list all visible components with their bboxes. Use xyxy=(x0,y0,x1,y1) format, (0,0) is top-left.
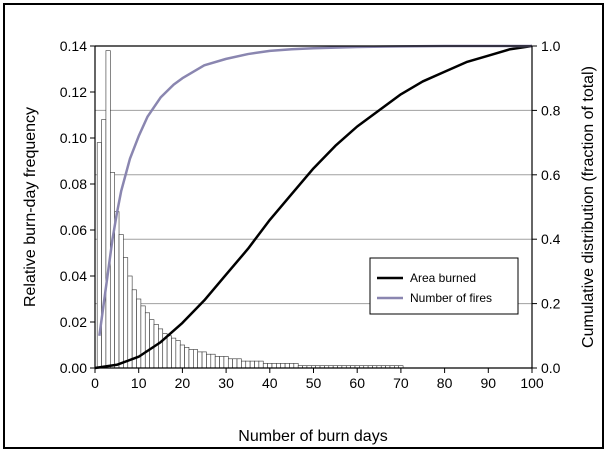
x-tick-label: 50 xyxy=(306,375,322,391)
y-left-tick-label: 0.14 xyxy=(60,38,87,54)
series-line-area-burned xyxy=(94,44,533,370)
histogram-bar xyxy=(184,346,190,369)
histogram-bar xyxy=(131,289,137,369)
x-tick-label: 10 xyxy=(131,375,147,391)
histogram-bar xyxy=(232,358,238,369)
series-line-number-of-fires xyxy=(98,44,532,336)
x-tick-label: 100 xyxy=(520,375,544,391)
x-tick-label: 0 xyxy=(91,375,99,391)
histogram-bar xyxy=(245,360,251,369)
legend: Area burned Number of fires xyxy=(369,257,519,315)
legend-box xyxy=(369,257,519,315)
histogram-bar xyxy=(109,172,115,369)
x-ticks: 0 10 20 30 40 50 60 70 80 90 100 xyxy=(91,368,544,391)
histogram-bar xyxy=(140,305,146,369)
histogram-bar xyxy=(267,363,273,369)
y-right-ticks: 0.0 0.2 0.4 0.6 0.8 1.0 xyxy=(532,38,561,376)
histogram-bar xyxy=(171,337,177,369)
cdf-lines xyxy=(94,44,533,370)
histogram-bar xyxy=(206,353,212,369)
histogram-bar xyxy=(144,312,150,369)
y-left-axis-title: Relative burn-day frequency xyxy=(22,107,39,307)
y-left-tick-label: 0.12 xyxy=(60,84,87,100)
x-tick-label: 30 xyxy=(218,375,234,391)
histogram-bar xyxy=(197,351,203,369)
histogram-bar xyxy=(284,363,290,369)
histogram-bar xyxy=(101,119,107,369)
plot-area xyxy=(95,46,532,368)
y-right-tick-label: 0.8 xyxy=(541,102,561,118)
histogram-bar xyxy=(188,349,194,369)
y-right-tick-label: 0.0 xyxy=(541,360,561,376)
y-left-tick-label: 0.10 xyxy=(60,130,87,146)
y-left-tick-label: 0.08 xyxy=(60,176,87,192)
x-tick-label: 70 xyxy=(393,375,409,391)
histogram-bar xyxy=(249,360,255,369)
histogram-bar xyxy=(114,211,120,369)
histogram-bar xyxy=(201,351,207,369)
histogram-bar xyxy=(280,363,286,369)
histogram-bar xyxy=(223,356,229,369)
y-right-tick-label: 1.0 xyxy=(541,38,561,54)
x-tick-label: 80 xyxy=(437,375,453,391)
histogram-bar xyxy=(262,363,268,369)
histogram-bar xyxy=(123,257,129,369)
y-left-tick-label: 0.00 xyxy=(60,360,87,376)
x-axis-title: Number of burn days xyxy=(238,428,387,445)
histogram-bar xyxy=(254,360,260,369)
histogram-bar xyxy=(289,363,295,369)
y-right-axis-title: Cumulative distribution (fraction of tot… xyxy=(580,66,597,348)
y-right-tick-label: 0.4 xyxy=(541,231,561,247)
histogram-bar xyxy=(227,358,233,369)
histogram-bar xyxy=(214,356,220,369)
histogram-bar xyxy=(158,328,164,369)
histogram-bar xyxy=(118,234,124,369)
y-left-ticks: 0.00 0.02 0.04 0.06 0.08 0.10 0.12 0.14 xyxy=(60,38,95,376)
histogram-bar xyxy=(241,360,247,369)
histogram-bar xyxy=(293,363,299,369)
histogram-bar xyxy=(193,349,198,369)
y-left-tick-label: 0.06 xyxy=(60,222,87,238)
x-tick-label: 40 xyxy=(262,375,278,391)
histogram-bar xyxy=(166,335,172,369)
histogram-bar xyxy=(210,353,216,369)
y-left-tick-label: 0.04 xyxy=(60,268,87,284)
histogram-bar xyxy=(236,358,242,369)
histogram-bar xyxy=(127,275,133,369)
histogram-bar xyxy=(219,356,225,369)
histogram-bar xyxy=(179,344,185,369)
histogram-bar xyxy=(258,360,264,369)
x-tick-label: 20 xyxy=(175,375,191,391)
legend-label-area-burned: Area burned xyxy=(410,271,476,285)
histogram-bar xyxy=(149,319,155,369)
y-right-tick-label: 0.2 xyxy=(541,296,561,312)
x-tick-label: 60 xyxy=(349,375,365,391)
y-left-tick-label: 0.02 xyxy=(60,314,87,330)
histogram-bar xyxy=(276,363,282,369)
histogram-bar xyxy=(105,50,111,369)
x-tick-label: 90 xyxy=(481,375,497,391)
legend-label-number-of-fires: Number of fires xyxy=(410,291,492,305)
histogram-bar xyxy=(175,340,181,369)
histogram-bar xyxy=(271,363,277,369)
y-right-tick-label: 0.6 xyxy=(541,167,561,183)
